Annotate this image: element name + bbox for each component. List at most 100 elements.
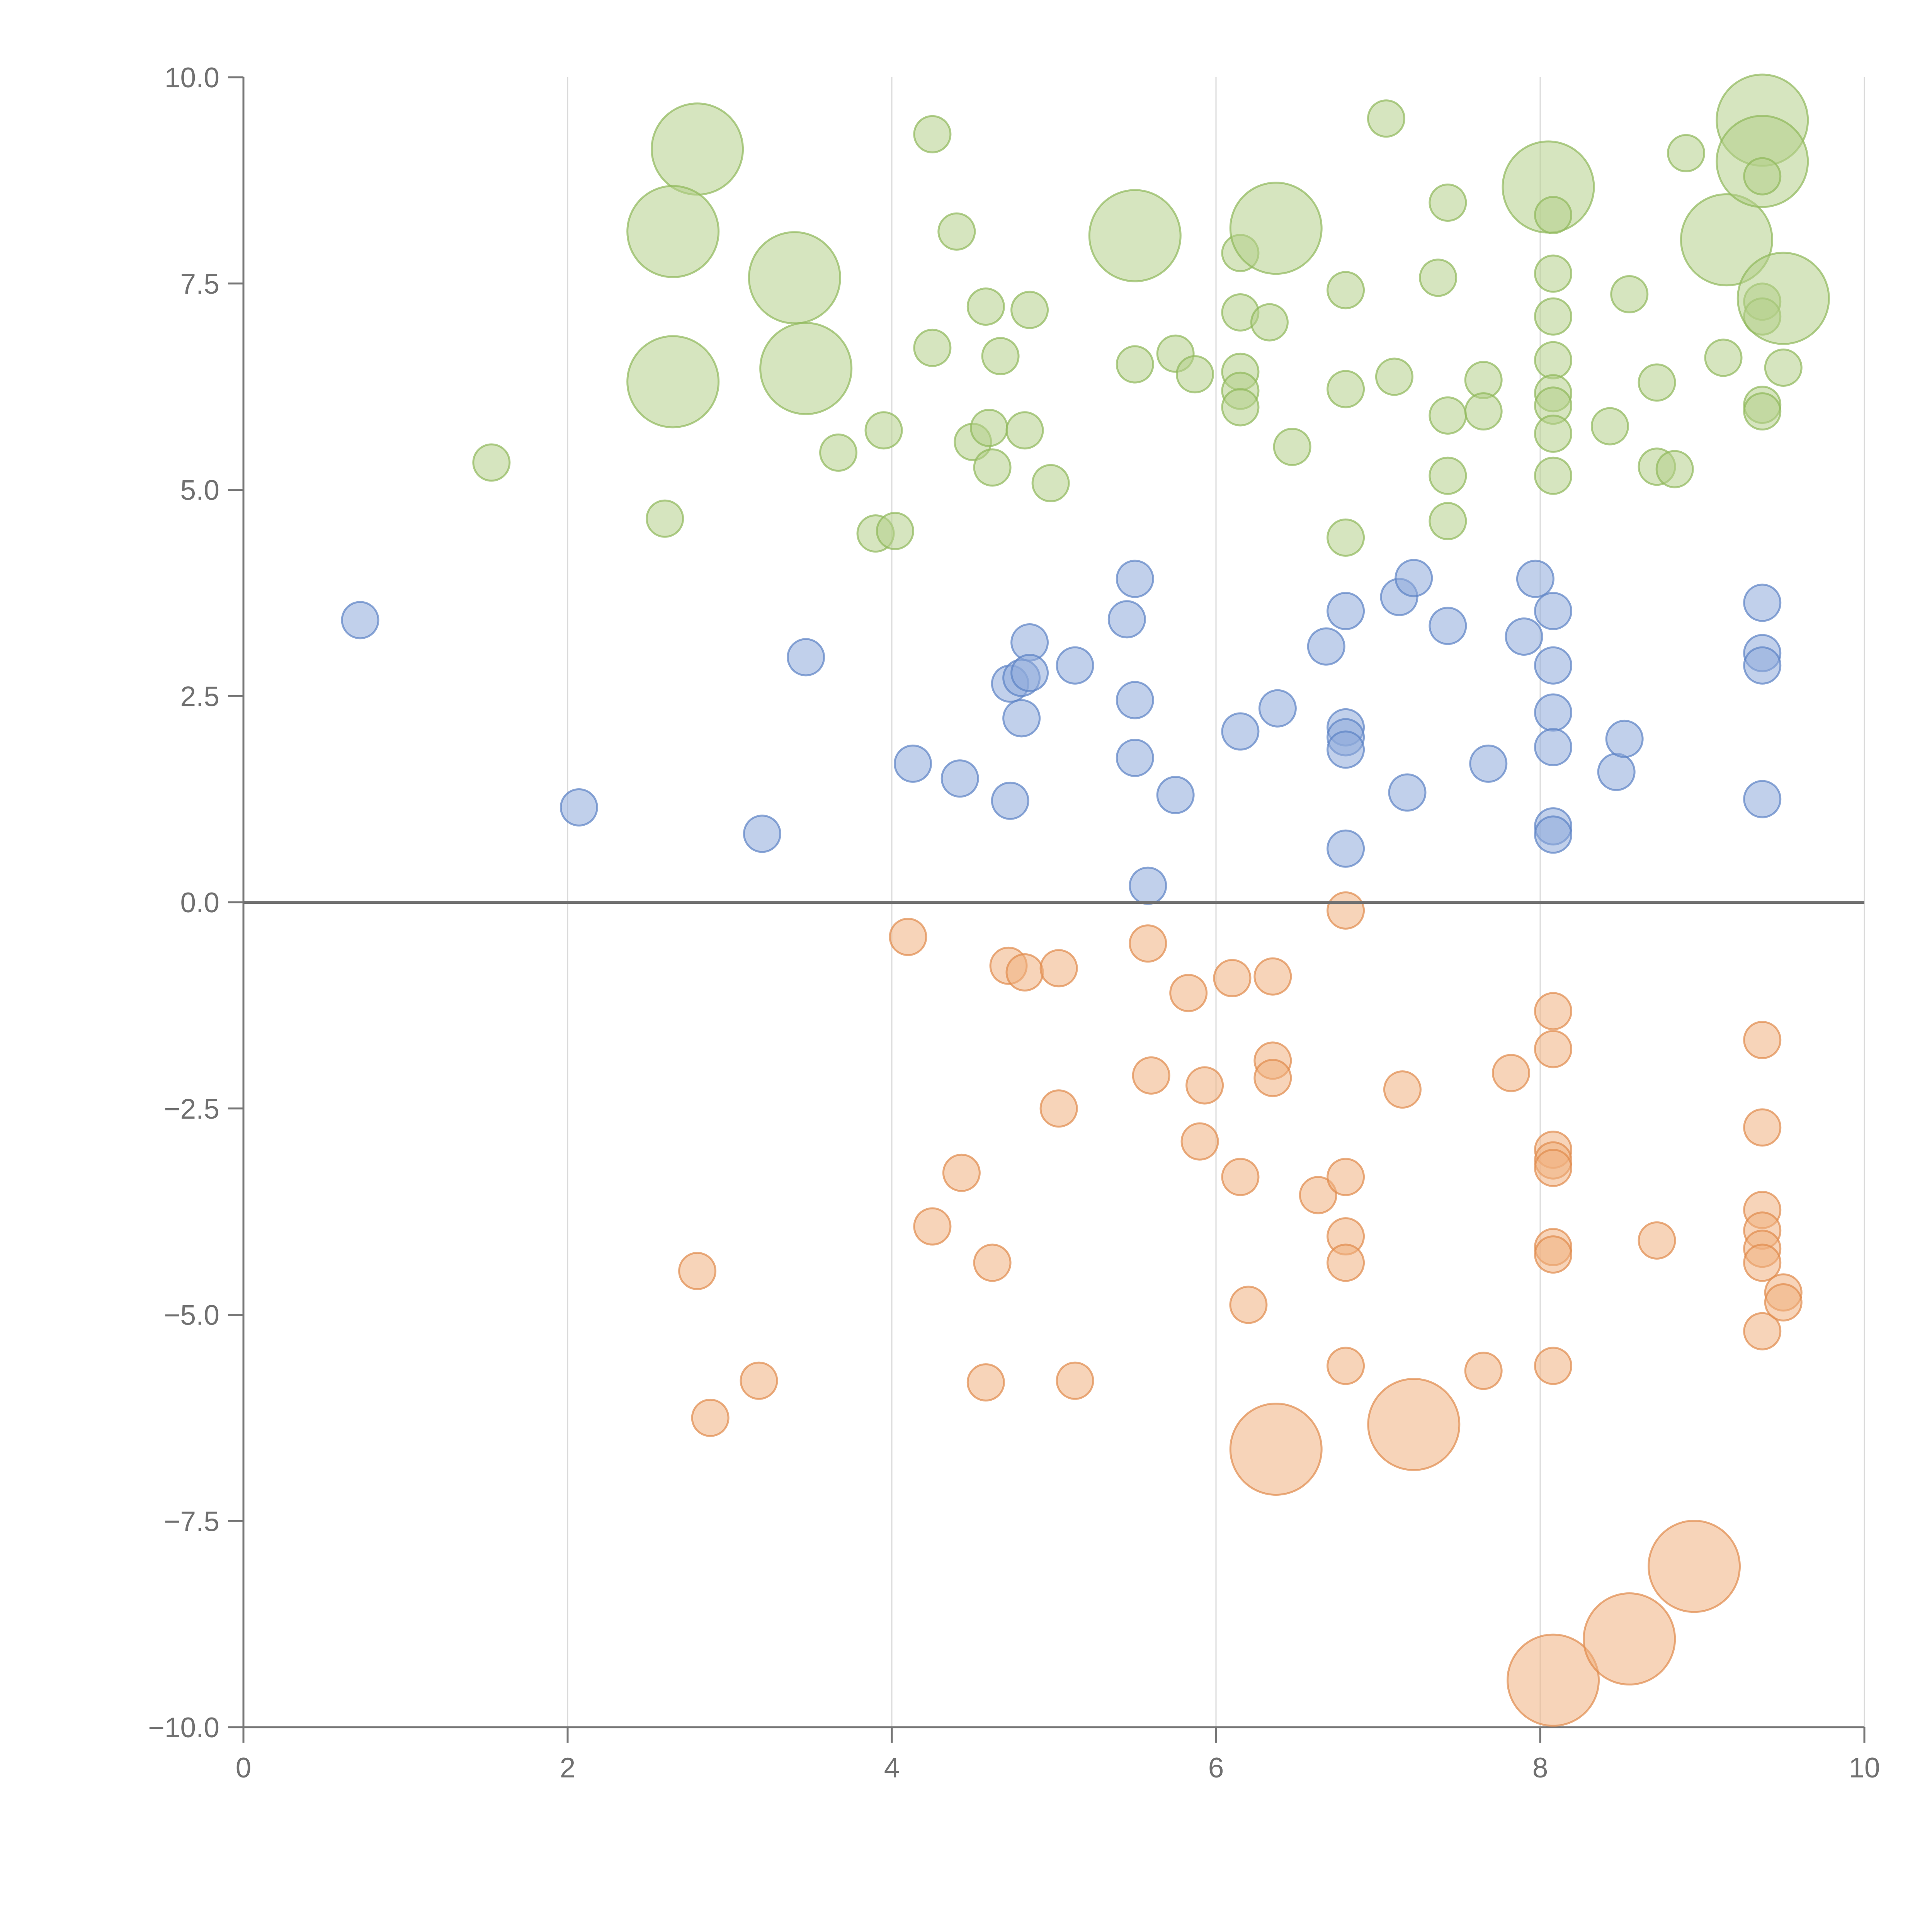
blue-point-3 (787, 638, 825, 677)
blue-point-6 (991, 781, 1029, 820)
green-point-49 (1534, 297, 1573, 336)
green-point-61 (1704, 338, 1743, 377)
blue-point-42 (1743, 583, 1782, 622)
y-tick-label: 2.5 (180, 681, 219, 712)
orange-point-17 (1185, 1066, 1224, 1105)
green-point-37 (1367, 99, 1405, 138)
blue-point-36 (1534, 693, 1573, 732)
green-point-23 (1116, 345, 1154, 384)
orange-point-47 (1743, 1021, 1782, 1060)
orange-point-45 (1638, 1221, 1676, 1260)
orange-point-2 (740, 1361, 778, 1400)
green-point-16 (970, 408, 1009, 447)
blue-point-1 (560, 788, 598, 827)
green-point-40 (1429, 184, 1467, 222)
orange-point-53 (1743, 1312, 1782, 1350)
orange-point-6 (966, 1363, 1005, 1402)
y-tick-label: 10.0 (165, 62, 219, 94)
green-point-17 (973, 448, 1012, 487)
blue-point-44 (1743, 646, 1782, 685)
y-tick-label: 5.0 (180, 475, 219, 506)
green-point-48 (1534, 254, 1573, 293)
orange-point-18 (1213, 959, 1252, 997)
green-point-30 (1221, 388, 1260, 427)
green-point-38 (1375, 357, 1413, 396)
orange-point-35 (1534, 992, 1573, 1031)
orange-point-25 (1299, 1176, 1337, 1214)
y-tick-label: −7.5 (164, 1506, 219, 1537)
blue-point-19 (1221, 712, 1260, 751)
blue-point-30 (1429, 607, 1467, 645)
blue-point-18 (1156, 776, 1195, 814)
y-tick-label: −5.0 (164, 1300, 219, 1331)
green-point-60 (1667, 134, 1706, 172)
orange-point-32 (1367, 1378, 1461, 1471)
orange-point-16 (1180, 1122, 1219, 1161)
orange-point-24 (1229, 1403, 1323, 1496)
green-point-22 (1088, 189, 1182, 282)
blue-point-45 (1743, 780, 1782, 818)
green-point-42 (1429, 456, 1467, 495)
blue-point-13 (1107, 600, 1146, 639)
orange-point-12 (1056, 1361, 1094, 1400)
x-axis-ticks: 0 2 4 6 8 10 (236, 1727, 1880, 1784)
green-point-9 (864, 411, 903, 450)
y-tick-label: 7.5 (180, 269, 219, 300)
blue-point-35 (1534, 646, 1573, 685)
green-point-18 (981, 337, 1020, 376)
orange-point-29 (1327, 1243, 1365, 1282)
orange-point-34 (1492, 1054, 1530, 1092)
x-tick-label: 8 (1532, 1752, 1548, 1784)
blue-point-25 (1327, 730, 1365, 769)
green-point-34 (1327, 271, 1365, 310)
blue-point-26 (1327, 829, 1365, 868)
blue-point-22 (1327, 592, 1365, 630)
green-point-1 (646, 499, 684, 538)
orange-point-4 (913, 1207, 952, 1246)
green-point-69 (1743, 392, 1782, 431)
orange-point-44 (1583, 1592, 1676, 1686)
blue-point-16 (1116, 738, 1154, 777)
orange-point-10 (1039, 949, 1078, 988)
orange-point-13 (1129, 924, 1167, 963)
blue-point-15 (1116, 681, 1154, 719)
green-point-21 (1031, 464, 1070, 502)
orange-point-5 (942, 1153, 981, 1192)
orange-point-27 (1327, 1158, 1365, 1196)
green-point-43 (1429, 502, 1467, 541)
orange-point-0 (678, 1252, 717, 1290)
orange-point-31 (1383, 1070, 1422, 1109)
green-point-7 (819, 433, 858, 472)
orange-point-14 (1132, 1056, 1170, 1095)
orange-point-1 (691, 1398, 730, 1437)
green-point-41 (1429, 396, 1467, 435)
orange-point-46 (1648, 1520, 1741, 1613)
blue-point-29 (1395, 559, 1433, 597)
orange-point-36 (1534, 1030, 1573, 1068)
blue-point-37 (1534, 728, 1573, 767)
blue-point-33 (1516, 560, 1554, 598)
orange-point-15 (1169, 974, 1208, 1012)
blue-point-20 (1258, 689, 1297, 728)
green-point-65 (1743, 157, 1782, 196)
orange-point-42 (1534, 1347, 1573, 1385)
green-point-70 (1736, 252, 1830, 345)
green-point-10 (876, 512, 914, 550)
green-point-62 (1680, 193, 1773, 287)
green-point-45 (1464, 392, 1503, 431)
green-point-31 (1250, 303, 1289, 342)
blue-point-39 (1534, 815, 1573, 854)
green-point-33 (1273, 427, 1311, 466)
green-point-11 (913, 115, 952, 153)
y-tick-label: 0.0 (180, 887, 219, 918)
blue-point-0 (341, 601, 379, 639)
blue-point-41 (1605, 719, 1644, 758)
green-point-20 (1010, 291, 1049, 329)
blue-point-31 (1469, 744, 1508, 783)
orange-point-30 (1327, 1347, 1365, 1385)
orange-point-19 (1221, 1158, 1260, 1196)
blue-point-34 (1534, 592, 1573, 630)
orange-point-39 (1534, 1148, 1573, 1187)
green-point-56 (1610, 275, 1649, 314)
y-tick-label: −2.5 (164, 1094, 219, 1125)
